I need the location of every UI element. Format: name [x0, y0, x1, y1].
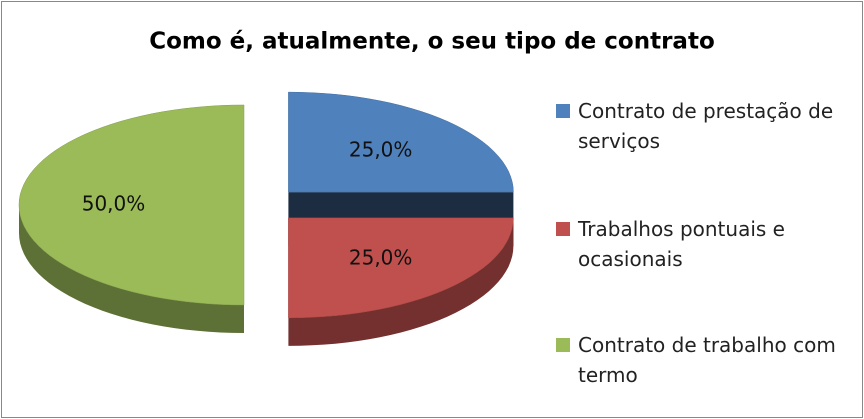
legend-label: Trabalhos pontuais e ocasionais: [578, 217, 785, 271]
slice: [288, 217, 514, 319]
legend-label: Contrato de trabalho com termo: [578, 333, 836, 387]
legend-label: Contrato de prestação de serviços: [578, 99, 834, 153]
legend-item: Contrato de trabalho com termo: [556, 330, 858, 390]
data-label: 25,0%: [349, 245, 413, 269]
slice-face: [288, 192, 514, 221]
chart-title: Como é, atualmente, o seu tipo de contra…: [149, 29, 715, 55]
data-label: 50,0%: [82, 192, 146, 216]
slice: [18, 104, 245, 306]
legend-item: Trabalhos pontuais e ocasionais: [556, 214, 858, 274]
legend-swatch: [556, 338, 570, 352]
slice-side: [19, 205, 244, 333]
slice-side: [288, 217, 514, 346]
legend-swatch: [556, 222, 570, 236]
legend-item: Contrato de prestação de serviços: [556, 96, 858, 156]
slice: [288, 91, 514, 193]
data-label: 25,0%: [349, 138, 413, 162]
legend-swatch: [556, 104, 570, 118]
